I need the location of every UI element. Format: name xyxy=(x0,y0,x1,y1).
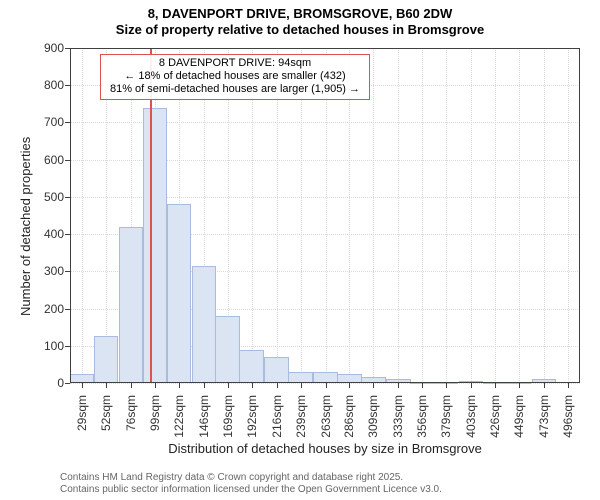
x-tick-mark xyxy=(471,383,472,388)
x-tick-label: 263sqm xyxy=(319,389,333,438)
y-tick-label: 500 xyxy=(44,190,70,204)
x-tick-mark xyxy=(155,383,156,388)
x-tick-mark xyxy=(495,383,496,388)
x-tick-mark xyxy=(446,383,447,388)
gridline-v xyxy=(398,48,399,383)
y-tick-label: 900 xyxy=(44,41,70,55)
histogram-bar xyxy=(239,350,263,384)
x-tick-mark xyxy=(179,383,180,388)
x-tick-label: 239sqm xyxy=(294,389,308,438)
histogram-bar xyxy=(215,316,239,383)
x-tick-label: 146sqm xyxy=(197,389,211,438)
x-tick-label: 356sqm xyxy=(415,389,429,438)
callout-line-3: 81% of semi-detached houses are larger (… xyxy=(105,83,365,96)
x-tick-label: 29sqm xyxy=(75,389,89,431)
x-tick-mark xyxy=(106,383,107,388)
gridline-v xyxy=(446,48,447,383)
gridline-v xyxy=(519,48,520,383)
x-tick-label: 496sqm xyxy=(561,389,575,438)
histogram-bar xyxy=(119,227,143,383)
chart-title: 8, DAVENPORT DRIVE, BROMSGROVE, B60 2DW … xyxy=(0,0,600,37)
x-tick-mark xyxy=(228,383,229,388)
y-tick-label: 600 xyxy=(44,153,70,167)
y-tick-label: 300 xyxy=(44,264,70,278)
title-line-1: 8, DAVENPORT DRIVE, BROMSGROVE, B60 2DW xyxy=(0,6,600,22)
x-tick-label: 216sqm xyxy=(270,389,284,438)
x-tick-label: 473sqm xyxy=(537,389,551,438)
attribution-footer: Contains HM Land Registry data © Crown c… xyxy=(60,472,442,496)
x-tick-mark xyxy=(204,383,205,388)
y-tick-label: 200 xyxy=(44,302,70,316)
x-tick-label: 309sqm xyxy=(366,389,380,438)
histogram-bar xyxy=(313,372,337,383)
x-tick-mark xyxy=(277,383,278,388)
y-tick-label: 400 xyxy=(44,227,70,241)
callout-line-1: 8 DAVENPORT DRIVE: 94sqm xyxy=(105,57,365,70)
x-tick-label: 379sqm xyxy=(439,389,453,438)
x-tick-label: 426sqm xyxy=(488,389,502,438)
x-tick-mark xyxy=(519,383,520,388)
x-tick-label: 192sqm xyxy=(245,389,259,438)
histogram-bar xyxy=(288,372,312,383)
y-tick-label: 800 xyxy=(44,78,70,92)
x-tick-label: 76sqm xyxy=(124,389,138,431)
x-axis-label: Distribution of detached houses by size … xyxy=(70,441,580,456)
x-tick-mark xyxy=(252,383,253,388)
x-tick-mark xyxy=(422,383,423,388)
gridline-v xyxy=(82,48,83,383)
marker-callout: 8 DAVENPORT DRIVE: 94sqm ← 18% of detach… xyxy=(100,54,370,100)
x-tick-mark xyxy=(373,383,374,388)
x-tick-mark xyxy=(544,383,545,388)
x-tick-label: 52sqm xyxy=(99,389,113,431)
histogram-bar xyxy=(94,336,118,383)
y-tick-label: 0 xyxy=(57,376,70,390)
x-tick-label: 122sqm xyxy=(172,389,186,438)
histogram-bar xyxy=(337,374,361,383)
x-tick-mark xyxy=(301,383,302,388)
gridline-v xyxy=(373,48,374,383)
histogram-bar xyxy=(264,357,288,383)
x-tick-mark xyxy=(326,383,327,388)
y-axis-label: Number of detached properties xyxy=(18,136,33,315)
histogram-bar xyxy=(70,374,94,383)
callout-line-2: ← 18% of detached houses are smaller (43… xyxy=(105,70,365,83)
x-tick-label: 286sqm xyxy=(342,389,356,438)
y-tick-label: 100 xyxy=(44,339,70,353)
footer-line-1: Contains HM Land Registry data © Crown c… xyxy=(60,472,442,484)
footer-line-2: Contains public sector information licen… xyxy=(60,484,442,496)
histogram-bar xyxy=(167,204,191,383)
gridline-v xyxy=(568,48,569,383)
x-tick-label: 449sqm xyxy=(512,389,526,438)
x-tick-mark xyxy=(398,383,399,388)
gridline-v xyxy=(544,48,545,383)
gridline-v xyxy=(471,48,472,383)
x-tick-label: 99sqm xyxy=(148,389,162,431)
y-tick-label: 700 xyxy=(44,115,70,129)
gridline-v xyxy=(422,48,423,383)
x-tick-label: 333sqm xyxy=(391,389,405,438)
gridline-v xyxy=(495,48,496,383)
x-tick-mark xyxy=(568,383,569,388)
histogram-bar xyxy=(192,266,216,383)
x-tick-mark xyxy=(131,383,132,388)
x-tick-label: 403sqm xyxy=(464,389,478,438)
title-line-2: Size of property relative to detached ho… xyxy=(0,22,600,38)
histogram-bar xyxy=(143,108,167,383)
x-tick-label: 169sqm xyxy=(221,389,235,438)
x-tick-mark xyxy=(349,383,350,388)
plot-area: 8 DAVENPORT DRIVE: 94sqm ← 18% of detach… xyxy=(70,48,580,383)
x-tick-mark xyxy=(82,383,83,388)
